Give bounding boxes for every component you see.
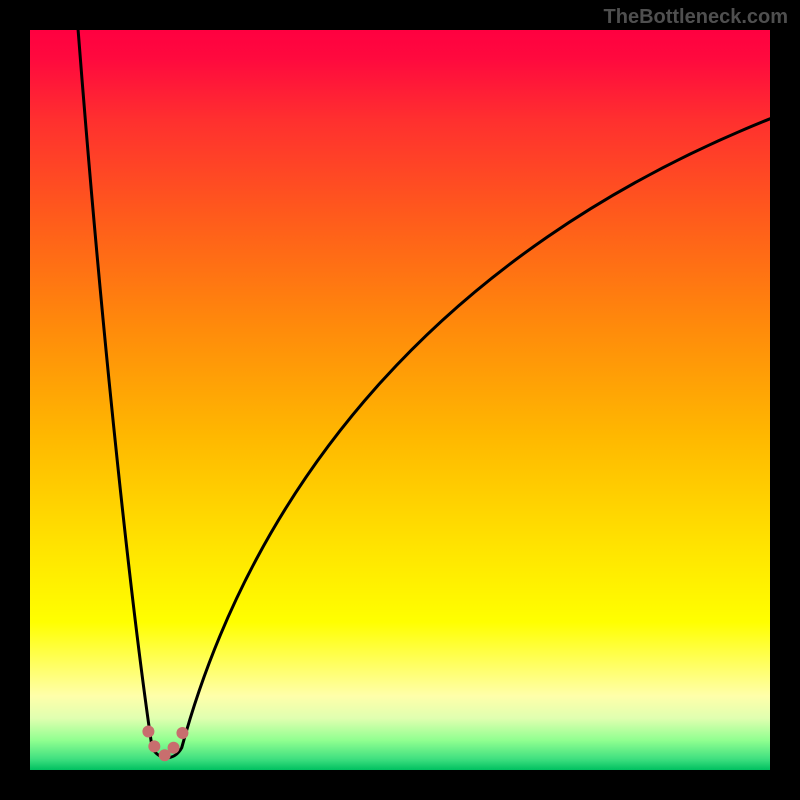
marker-dot <box>176 727 188 739</box>
marker-dot <box>142 726 154 738</box>
bottleneck-chart <box>0 0 800 800</box>
marker-dot <box>148 740 160 752</box>
chart-frame: TheBottleneck.com <box>0 0 800 800</box>
watermark-label: TheBottleneck.com <box>604 6 788 29</box>
marker-dot <box>168 742 180 754</box>
